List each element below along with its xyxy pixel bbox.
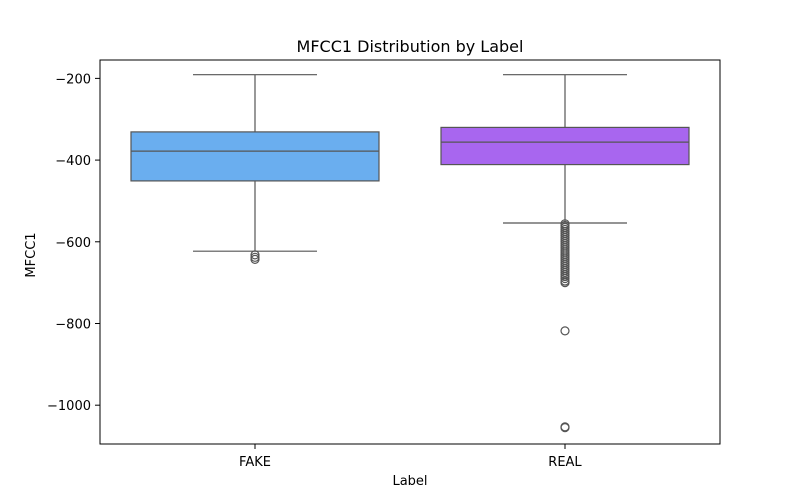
outlier-point-real bbox=[560, 273, 570, 284]
plot-area: −200 −400 −600 −800 −1000 FAKE REAL bbox=[47, 72, 690, 470]
outlier-point-real bbox=[560, 278, 570, 288]
y-axis-label: MFCC1 bbox=[24, 232, 39, 277]
x-tick-label-fake: FAKE bbox=[239, 455, 271, 470]
outlier-point-fake bbox=[250, 250, 260, 260]
outlier-point-real bbox=[560, 326, 570, 336]
outlier-point-real bbox=[560, 423, 570, 433]
y-tick-label: −200 bbox=[55, 72, 91, 87]
y-tick-label: −1000 bbox=[47, 399, 91, 414]
y-tick-label: −600 bbox=[55, 236, 91, 251]
x-tick-label-real: REAL bbox=[548, 455, 582, 470]
box-fake bbox=[130, 131, 380, 182]
plot-frame bbox=[99, 59, 721, 445]
y-tick-label: −400 bbox=[55, 154, 91, 169]
outlier-point-fake bbox=[250, 254, 260, 264]
x-axis-label: Label bbox=[392, 474, 427, 489]
chart-title: MFCC1 Distribution by Label bbox=[297, 37, 524, 56]
box-real bbox=[440, 126, 690, 166]
y-tick-label: −800 bbox=[55, 317, 91, 332]
